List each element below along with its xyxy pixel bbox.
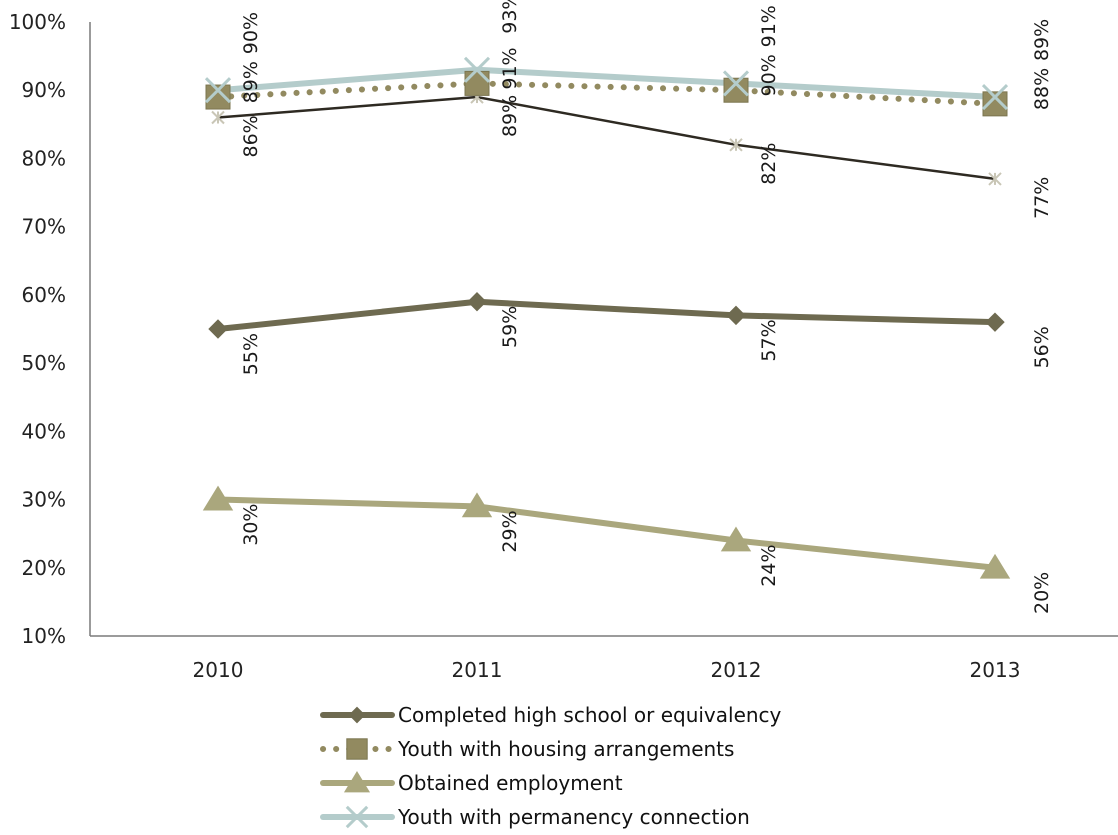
data-label: 91% xyxy=(499,47,521,89)
x-tick-label: 2012 xyxy=(711,658,762,682)
marker-star xyxy=(211,110,225,125)
y-tick-label: 30% xyxy=(22,488,66,512)
y-tick-label: 80% xyxy=(22,146,66,170)
legend-item: Completed high school or equivalency xyxy=(320,703,782,727)
marker-x xyxy=(204,77,232,104)
legend-label: Completed high school or equivalency xyxy=(398,703,782,727)
data-label: 24% xyxy=(758,544,780,586)
y-tick-label: 50% xyxy=(22,351,66,375)
marker-x-stroke xyxy=(345,805,369,829)
legend-item: Obtained employment xyxy=(320,770,623,795)
y-tick-label: 40% xyxy=(22,419,66,443)
marker-x xyxy=(981,83,1009,111)
data-label: 93% xyxy=(499,0,521,34)
data-label: 77% xyxy=(1031,177,1053,219)
marker-diamond xyxy=(726,305,746,326)
y-tick-label: 20% xyxy=(22,556,66,580)
data-label: 20% xyxy=(1031,572,1053,614)
y-tick-label: 60% xyxy=(22,283,66,307)
y-tick-label: 10% xyxy=(22,624,66,648)
marker-x xyxy=(345,805,369,829)
x-tick-label: 2013 xyxy=(970,658,1021,682)
marker-star xyxy=(729,138,743,152)
marker-triangle xyxy=(202,485,234,511)
data-label: 30% xyxy=(240,504,262,546)
y-tick-label: 100% xyxy=(9,10,66,34)
marker-x-stroke xyxy=(204,77,232,104)
legend-item: Youth with housing arrangements xyxy=(320,737,734,761)
marker-diamond xyxy=(467,292,487,312)
y-tick-label: 90% xyxy=(22,78,66,102)
marker-triangle xyxy=(343,770,371,793)
legend-label: Obtained employment xyxy=(398,771,623,795)
x-tick-labels: 2010 2011 2012 2013 xyxy=(193,658,1021,682)
series-line xyxy=(215,66,998,101)
axes xyxy=(89,22,1118,637)
data-label: 56% xyxy=(1031,326,1053,368)
x-tick-label: 2011 xyxy=(452,658,503,682)
marker-triangle xyxy=(461,492,493,518)
marker-triangle xyxy=(979,553,1011,579)
data-label: 57% xyxy=(758,319,780,361)
legend: Completed high school or equivalency Yout… xyxy=(320,703,782,829)
marker-diamond xyxy=(985,312,1005,332)
data-label: 86% xyxy=(240,115,262,157)
data-label: 89% xyxy=(499,95,521,137)
marker-diamond xyxy=(348,706,366,724)
marker-x-stroke xyxy=(981,83,1009,111)
legend-label: Youth with housing arrangements xyxy=(397,737,734,761)
y-tick-labels: 10% 20% 30% 40% 50% 60% 70% 80% 90% 100% xyxy=(9,10,66,648)
x-tick-label: 2010 xyxy=(193,658,244,682)
marker-x xyxy=(463,56,491,83)
data-label: 89% xyxy=(240,61,262,103)
series-line xyxy=(216,95,997,181)
data-label: 90% xyxy=(758,54,780,96)
marker-x-stroke xyxy=(722,70,750,97)
series-markers xyxy=(202,56,1011,579)
data-label: 55% xyxy=(240,333,262,375)
data-label: 89% xyxy=(1031,19,1053,61)
series-line xyxy=(215,298,998,332)
data-label: 90% xyxy=(240,12,262,54)
series-line xyxy=(215,80,998,107)
series-line xyxy=(215,496,998,571)
marker-triangle xyxy=(720,526,752,552)
data-label: 82% xyxy=(758,143,780,185)
marker-square xyxy=(346,738,368,760)
data-label: 91% xyxy=(758,5,780,47)
data-labels: 55% 59% 57% 56% 89% 91% 90% 88% 30% 29% 24% 20% 90% 9… xyxy=(240,0,1053,614)
series-lines xyxy=(215,66,998,571)
marker-square xyxy=(464,70,490,96)
legend-label: Youth with permanency connection xyxy=(397,805,750,829)
y-tick-label: 70% xyxy=(22,215,66,239)
data-label: 29% xyxy=(499,510,521,552)
data-label: 59% xyxy=(499,306,521,348)
legend-item: Youth with permanency connection xyxy=(320,805,750,829)
marker-diamond xyxy=(208,319,228,339)
marker-x xyxy=(722,70,750,97)
marker-x-stroke xyxy=(463,56,491,83)
data-label: 88% xyxy=(1031,68,1053,110)
marker-star xyxy=(988,172,1002,186)
